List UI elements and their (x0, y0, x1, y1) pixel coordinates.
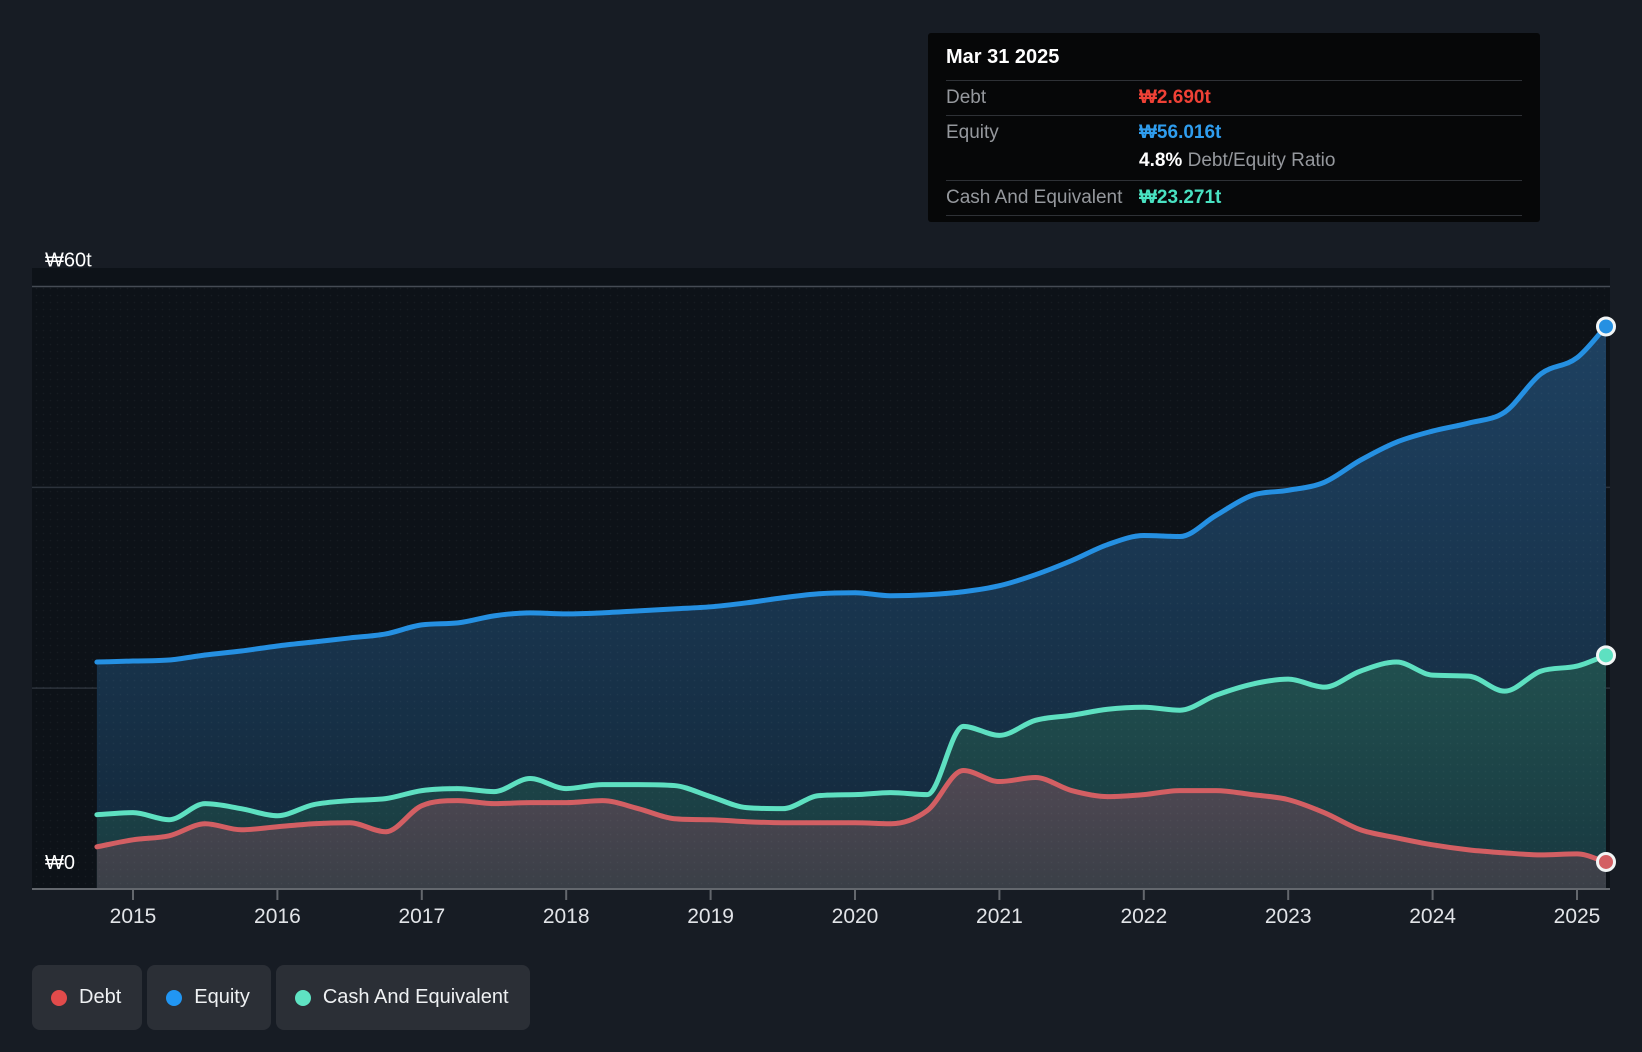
debt-line (94, 768, 1609, 865)
legend-equity-label: Equity (194, 986, 250, 1008)
x-axis-label: 2018 (543, 905, 590, 928)
x-axis-label: 2020 (832, 905, 879, 928)
tooltip-debt-equity-ratio: 4.8% Debt/Equity Ratio (1139, 150, 1522, 180)
legend-chip-equity[interactable]: Equity (147, 965, 271, 1030)
x-axis-label: 2024 (1409, 905, 1456, 928)
legend-debt-label: Debt (79, 986, 122, 1008)
legend-chip-cash[interactable]: Cash And Equivalent (275, 965, 530, 1030)
x-axis-label: 2017 (398, 905, 445, 928)
y-axis-label: ₩0 (45, 852, 75, 874)
cash-and-equivalent-endpoint-marker[interactable] (1596, 645, 1616, 666)
legend-chip-debt[interactable]: Debt (32, 965, 143, 1030)
ratio-label: Debt/Equity Ratio (1187, 150, 1336, 171)
y-axis-label: ₩60t (45, 249, 92, 271)
tooltip-cash-label: Cash And Equivalent (946, 187, 1123, 208)
tooltip-equity-label: Equity (946, 122, 999, 143)
equity-dot-icon (166, 989, 183, 1006)
tooltip-equity-value: ₩56.016t (1139, 122, 1222, 143)
ratio-value: 4.8% (1139, 150, 1183, 171)
tooltip-cash-value: ₩23.271t (1139, 187, 1222, 208)
cash-dot-icon (294, 989, 311, 1006)
equity-endpoint-marker[interactable] (1596, 316, 1616, 337)
x-axis-label: 2022 (1120, 905, 1167, 928)
plot-texture (32, 286, 1610, 890)
tooltip-date: Mar 31 2025 (946, 33, 1522, 81)
x-axis-label: 2019 (687, 905, 734, 928)
debt-dot-icon (51, 989, 67, 1006)
x-axis-label: 2023 (1265, 905, 1312, 928)
tooltip-row-equity: Equity ₩56.016t 4.8% Debt/Equity Ratio (946, 116, 1522, 181)
chart-legend: Debt Equity Cash And Equivalent (32, 965, 530, 1030)
tooltip-row-cash: Cash And Equivalent ₩23.271t (946, 181, 1522, 216)
x-axis-label: 2021 (976, 905, 1023, 928)
debt-endpoint-marker[interactable] (1596, 851, 1616, 872)
tooltip-debt-value: ₩2.690t (1139, 87, 1211, 108)
tooltip-debt-label: Debt (946, 87, 987, 108)
chart-tooltip: Mar 31 2025 Debt ₩2.690t Equity ₩56.016t… (928, 33, 1540, 222)
x-axis-label: 2016 (254, 905, 301, 928)
tooltip-row-debt: Debt ₩2.690t (946, 81, 1522, 116)
equity-line (94, 323, 1609, 665)
cash-and-equivalent-line (94, 652, 1609, 823)
legend-cash-label: Cash And Equivalent (322, 986, 509, 1008)
x-axis-label: 2025 (1554, 905, 1601, 928)
x-axis-label: 2015 (110, 905, 157, 928)
